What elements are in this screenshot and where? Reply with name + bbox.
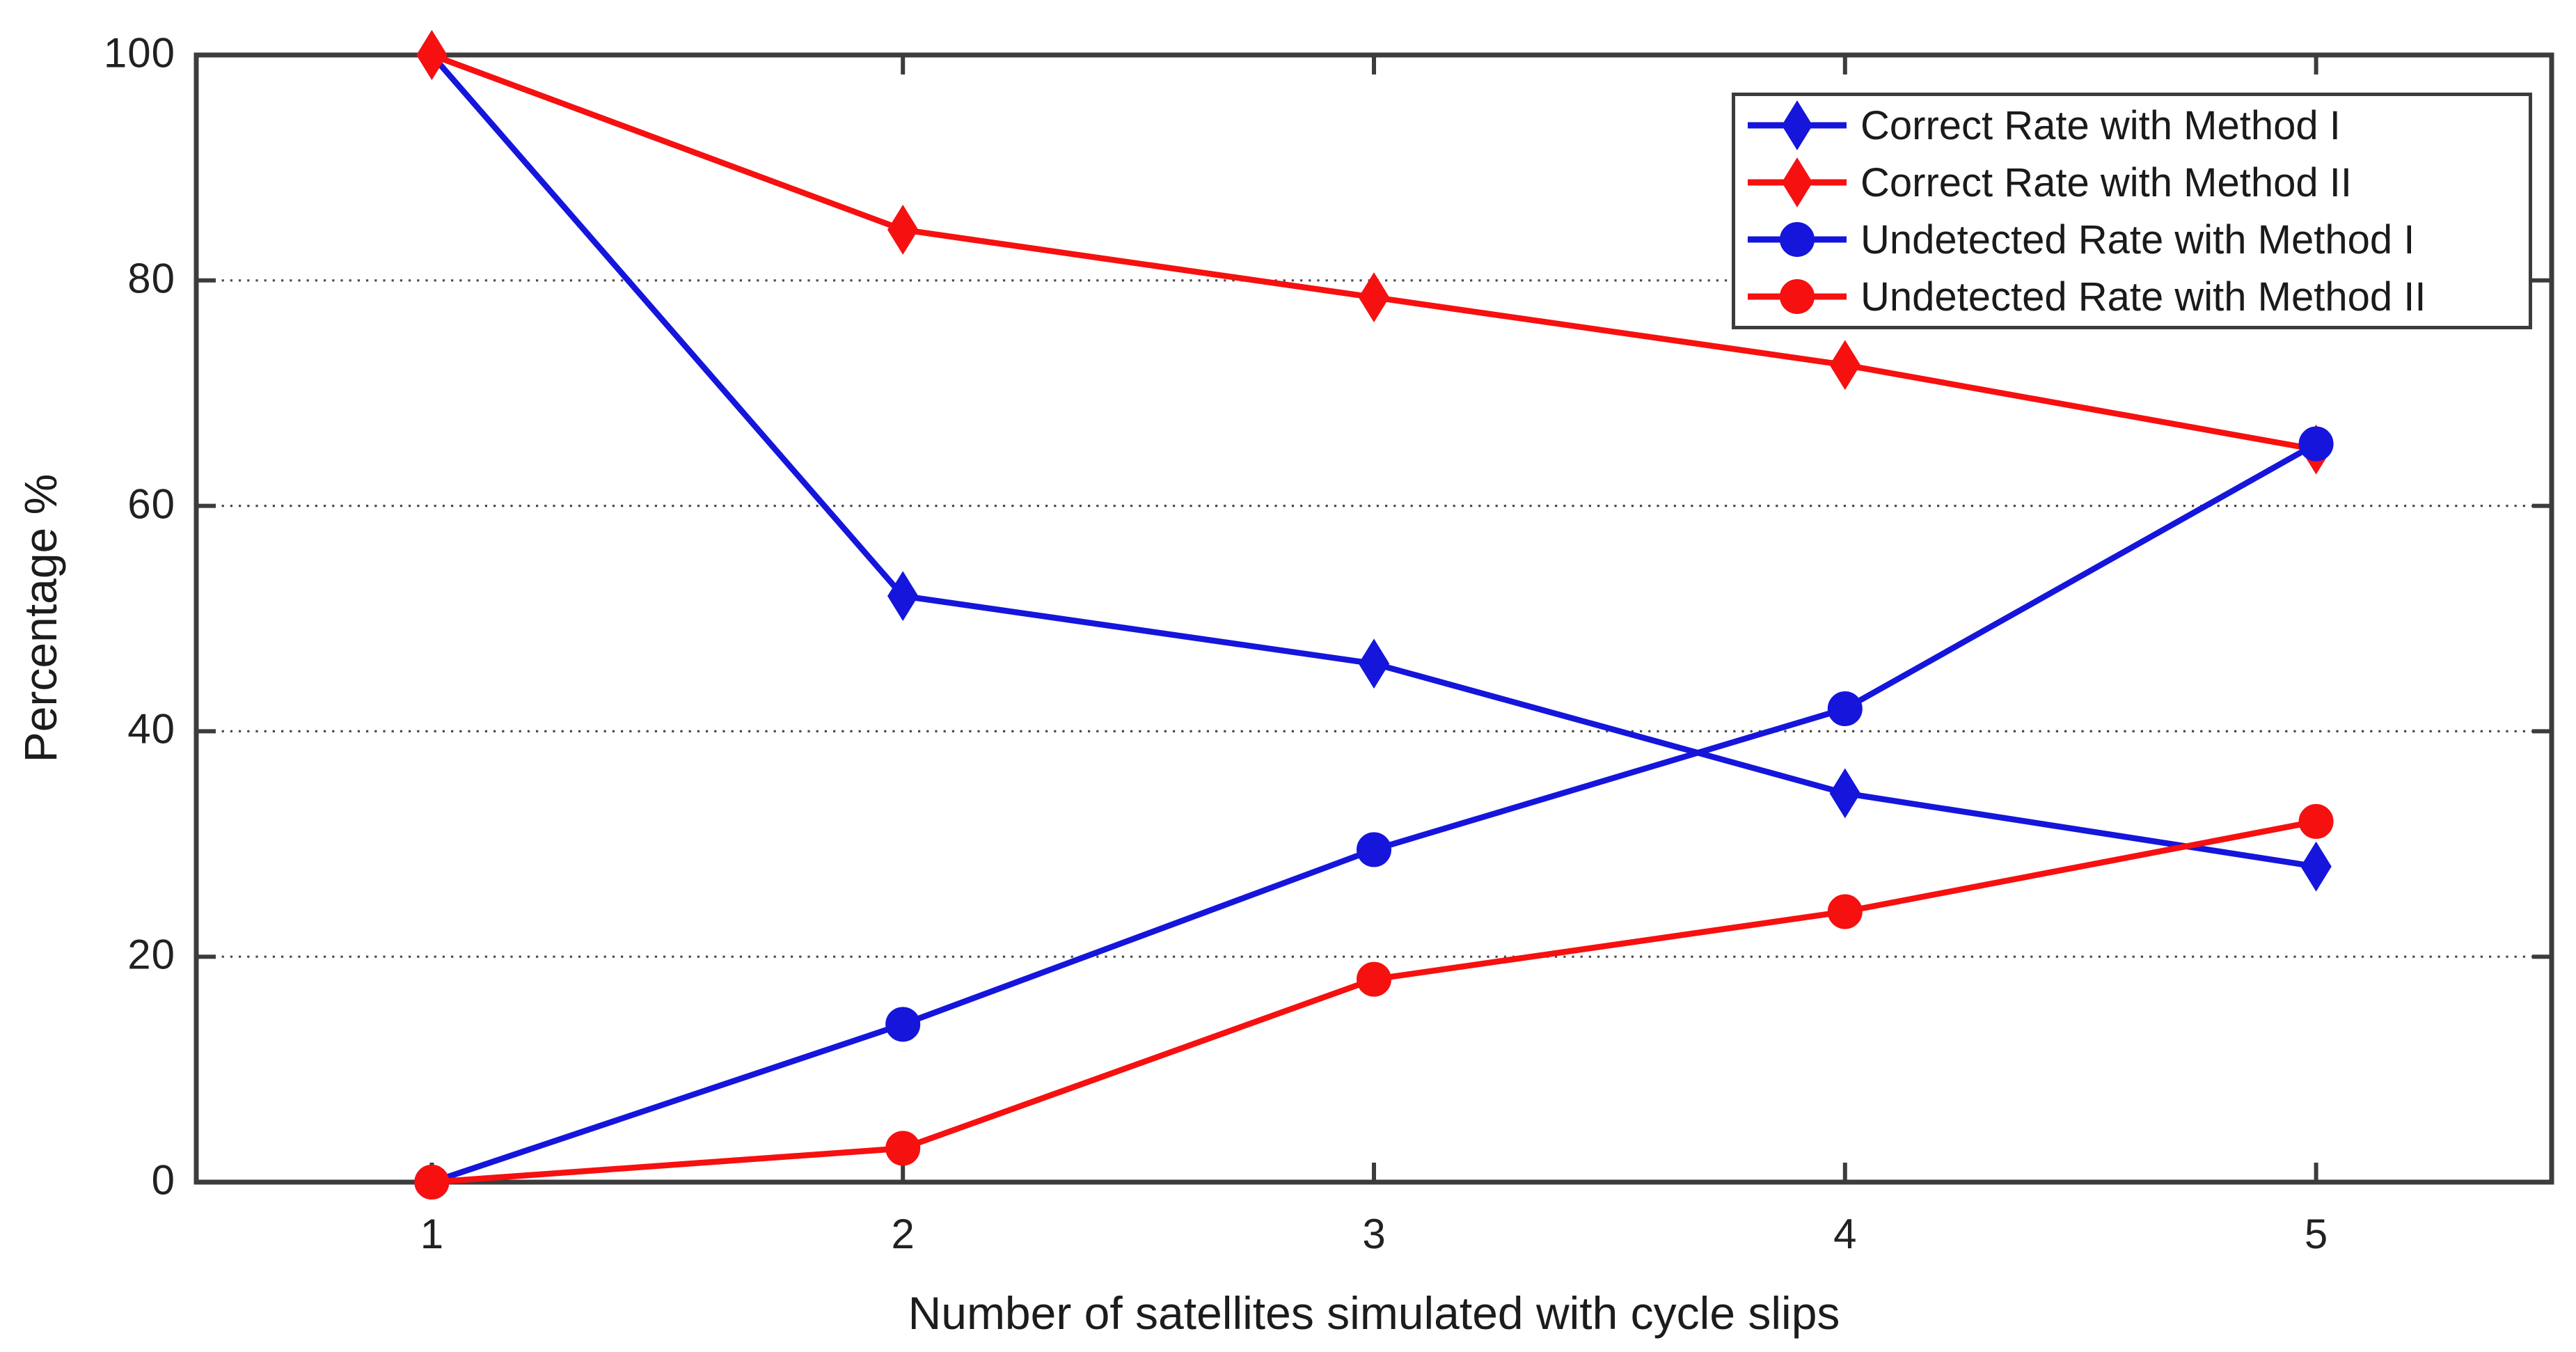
series-2 [414, 426, 2334, 1200]
marker-diamond [887, 571, 919, 622]
y-tick-label-40: 40 [127, 706, 175, 753]
legend-item-2: Undetected Rate with Method I [1745, 212, 2529, 267]
y-tick-label-60: 60 [127, 480, 175, 528]
y-tick-label-80: 80 [127, 255, 175, 302]
legend-label: Correct Rate with Method II [1860, 159, 2352, 205]
series-line-3 [432, 818, 2317, 1186]
legend-label: Undetected Rate with Method I [1860, 217, 2415, 262]
series-0 [416, 30, 2332, 892]
series-line-2 [431, 441, 2318, 1186]
legend-sample-circle [1748, 222, 1847, 257]
marker-circle [1780, 222, 1815, 257]
series-1 [416, 30, 2332, 475]
legend-sample-diamond [1748, 100, 1847, 150]
x-axis-title: Number of satellites simulated with cycl… [908, 1287, 1840, 1339]
marker-circle [885, 1007, 921, 1042]
marker-circle [414, 1165, 450, 1200]
marker-diamond [2300, 841, 2332, 892]
marker-circle [1827, 691, 1863, 727]
y-tick-label-20: 20 [127, 931, 175, 978]
marker-circle [1780, 279, 1815, 314]
y-tick-label-100: 100 [103, 29, 175, 77]
marker-circle [2298, 426, 2334, 462]
marker-circle [1827, 894, 1863, 929]
x-tick-label-2: 2 [891, 1211, 915, 1257]
legend-item-1: Correct Rate with Method II [1745, 155, 2529, 210]
marker-diamond [416, 30, 448, 80]
x-tick-label-1: 1 [420, 1211, 444, 1257]
marker-circle [1357, 961, 1391, 997]
legend-label: Undetected Rate with Method II [1860, 274, 2426, 320]
marker-diamond [1781, 157, 1813, 207]
legend-item-0: Correct Rate with Method I [1745, 97, 2529, 153]
legend-label: Correct Rate with Method I [1860, 102, 2341, 148]
marker-diamond [1781, 100, 1813, 150]
marker-diamond [1358, 272, 1390, 322]
marker-circle [1357, 832, 1391, 867]
marker-circle [2298, 803, 2334, 839]
marker-circle [885, 1131, 921, 1166]
series-3 [414, 803, 2334, 1200]
legend-sample-circle [1748, 279, 1847, 314]
marker-diamond [887, 205, 919, 255]
marker-diamond [1829, 768, 1860, 819]
x-tick-label-4: 4 [1833, 1211, 1857, 1257]
y-axis-title: Percentage % [15, 473, 66, 763]
legend-sample-diamond [1748, 157, 1847, 207]
x-tick-label-3: 3 [1362, 1211, 1386, 1257]
legend-item-3: Undetected Rate with Method II [1745, 269, 2529, 324]
legend: Correct Rate with Method I Correct Rate w… [1732, 93, 2532, 329]
y-tick-label-0: 0 [151, 1156, 175, 1204]
x-tick-label-5: 5 [2304, 1211, 2328, 1257]
marker-diamond [1358, 638, 1390, 689]
marker-diamond [1829, 340, 1860, 391]
